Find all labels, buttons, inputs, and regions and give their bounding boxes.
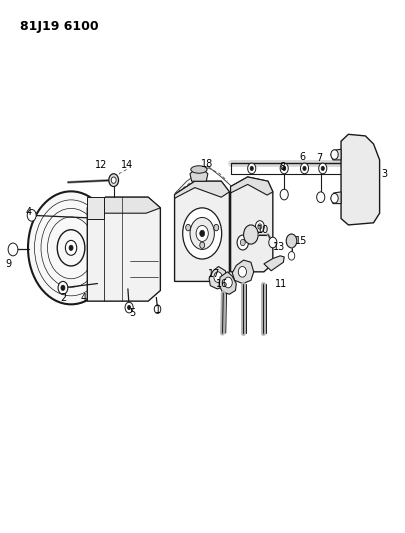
Text: 9: 9 xyxy=(6,259,12,269)
Circle shape xyxy=(58,281,68,294)
Circle shape xyxy=(28,191,114,304)
Circle shape xyxy=(288,252,294,260)
Circle shape xyxy=(268,237,276,248)
Text: 3: 3 xyxy=(380,169,386,179)
Text: 6: 6 xyxy=(298,152,305,162)
Text: 4: 4 xyxy=(25,207,32,216)
Circle shape xyxy=(125,302,133,313)
Circle shape xyxy=(8,243,18,256)
Text: 1: 1 xyxy=(155,305,161,315)
Circle shape xyxy=(154,305,160,313)
Circle shape xyxy=(213,272,222,282)
Text: 15: 15 xyxy=(294,237,307,246)
Circle shape xyxy=(238,266,246,277)
Circle shape xyxy=(286,234,296,248)
Text: 10: 10 xyxy=(256,225,269,235)
Polygon shape xyxy=(190,169,207,181)
Polygon shape xyxy=(230,177,272,272)
Polygon shape xyxy=(230,177,272,195)
Circle shape xyxy=(255,221,264,232)
Circle shape xyxy=(87,213,95,223)
Text: 12: 12 xyxy=(94,160,107,170)
Polygon shape xyxy=(87,197,103,219)
Circle shape xyxy=(111,177,116,183)
Circle shape xyxy=(330,150,337,159)
Circle shape xyxy=(300,163,308,174)
Text: 81J19 6100: 81J19 6100 xyxy=(20,20,99,33)
Text: 13: 13 xyxy=(273,243,285,252)
Circle shape xyxy=(127,305,130,310)
Polygon shape xyxy=(209,266,227,289)
Circle shape xyxy=(213,224,218,231)
Circle shape xyxy=(316,192,324,203)
Circle shape xyxy=(190,217,214,249)
Circle shape xyxy=(182,208,221,259)
Polygon shape xyxy=(174,181,229,281)
Text: 8: 8 xyxy=(279,163,285,172)
Ellipse shape xyxy=(190,166,207,173)
Polygon shape xyxy=(174,181,229,198)
Circle shape xyxy=(196,225,208,241)
Polygon shape xyxy=(219,272,236,294)
Circle shape xyxy=(27,209,36,221)
Polygon shape xyxy=(87,197,160,213)
Polygon shape xyxy=(330,192,340,204)
Text: 11: 11 xyxy=(274,279,286,288)
Circle shape xyxy=(224,277,232,288)
Circle shape xyxy=(237,235,248,250)
Circle shape xyxy=(279,163,288,174)
Text: 2: 2 xyxy=(60,294,66,303)
Circle shape xyxy=(279,189,288,200)
Circle shape xyxy=(243,225,258,244)
Text: 7: 7 xyxy=(315,154,322,163)
Circle shape xyxy=(282,166,285,171)
Text: 5: 5 xyxy=(128,309,135,318)
Circle shape xyxy=(69,245,73,251)
Polygon shape xyxy=(340,134,379,225)
Text: 16: 16 xyxy=(216,279,228,288)
Polygon shape xyxy=(87,197,160,301)
Circle shape xyxy=(109,174,118,187)
Polygon shape xyxy=(330,149,340,160)
Circle shape xyxy=(330,193,337,203)
Circle shape xyxy=(302,166,305,171)
Circle shape xyxy=(61,285,65,290)
Circle shape xyxy=(257,224,261,229)
Text: 14: 14 xyxy=(121,160,133,170)
Circle shape xyxy=(320,166,324,171)
Circle shape xyxy=(65,240,77,255)
Polygon shape xyxy=(232,260,253,284)
Circle shape xyxy=(240,239,245,246)
Text: 17: 17 xyxy=(208,270,220,279)
Polygon shape xyxy=(263,256,284,271)
Text: 4: 4 xyxy=(80,294,86,303)
Circle shape xyxy=(247,163,255,174)
Circle shape xyxy=(199,242,204,248)
Circle shape xyxy=(318,163,326,174)
Circle shape xyxy=(249,166,253,171)
Circle shape xyxy=(199,230,204,237)
Text: 18: 18 xyxy=(200,159,213,168)
Circle shape xyxy=(185,224,190,231)
